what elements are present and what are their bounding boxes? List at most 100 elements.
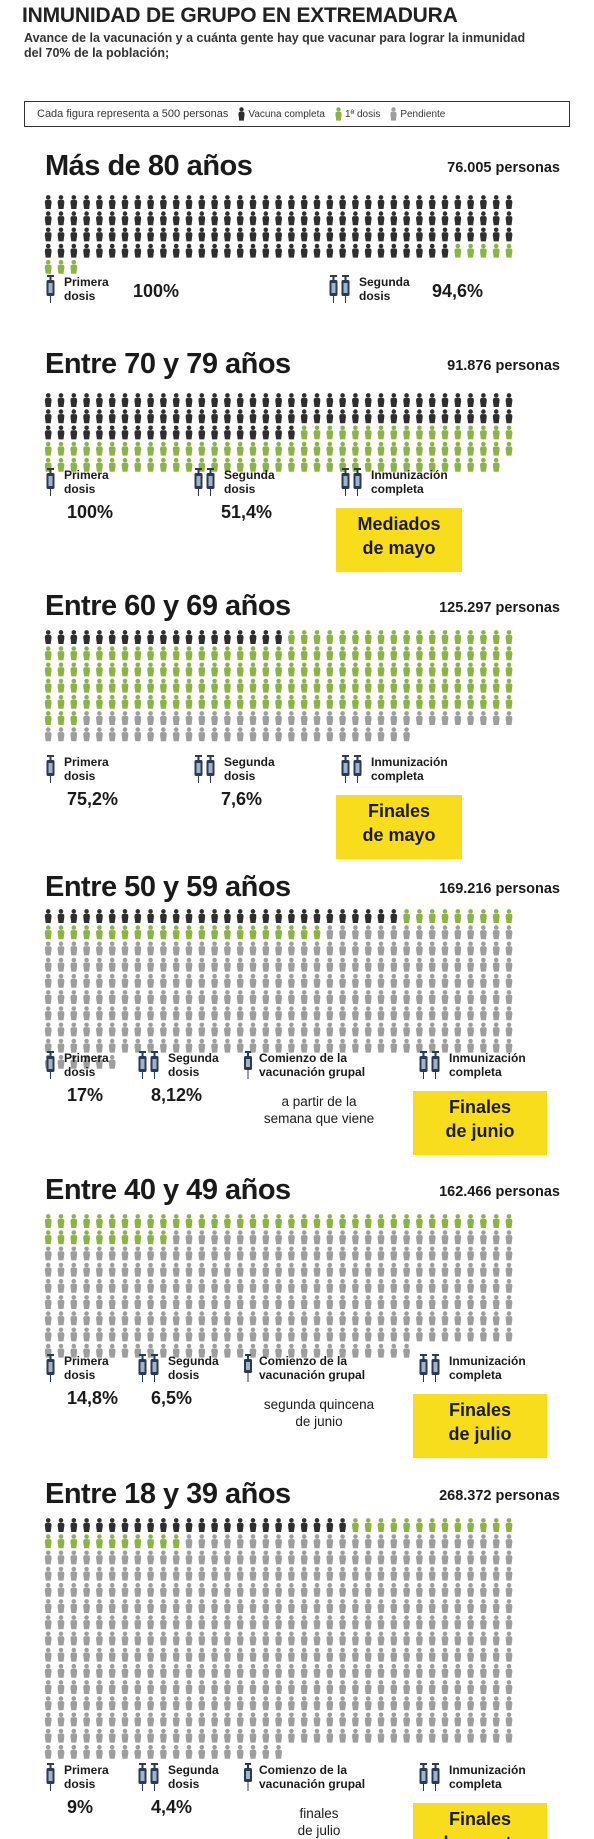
person-figure-full bbox=[160, 630, 167, 644]
person-figure-full bbox=[160, 425, 167, 440]
person-figure-first-dose bbox=[288, 441, 295, 456]
immunization-stat: Inmunización completa bbox=[418, 1763, 526, 1796]
person-figure-pending bbox=[249, 1230, 257, 1245]
person-figure-pending bbox=[352, 1327, 359, 1342]
person-figure-full bbox=[134, 425, 142, 440]
person-figure-first-dose bbox=[108, 457, 116, 472]
person-figure-pending bbox=[326, 1728, 334, 1743]
person-figure-pending bbox=[172, 727, 180, 742]
person-figure-pending bbox=[262, 1327, 270, 1342]
person-figure-pending bbox=[480, 1327, 487, 1342]
person-figure-first-dose bbox=[108, 1534, 116, 1549]
person-figure-pending bbox=[300, 941, 308, 956]
person-figure-full bbox=[275, 409, 282, 424]
person-figure-full bbox=[467, 227, 474, 242]
person-figure-pending bbox=[185, 1327, 193, 1342]
person-figure-first-dose bbox=[198, 662, 206, 677]
person-figure-pending bbox=[390, 1262, 398, 1277]
person-figure-first-dose bbox=[160, 441, 167, 456]
person-figure-pending bbox=[44, 1246, 52, 1261]
person-figure-pending bbox=[505, 1599, 513, 1613]
person-figure-first-dose bbox=[467, 1214, 474, 1228]
person-figure-pending bbox=[300, 1246, 308, 1261]
person-figure-first-dose bbox=[57, 457, 65, 472]
person-figure-first-dose bbox=[377, 1214, 385, 1228]
person-figure-full bbox=[339, 909, 346, 923]
person-figure-full bbox=[172, 243, 180, 258]
person-figure-full bbox=[300, 195, 308, 209]
person-figure-first-dose bbox=[403, 1214, 410, 1228]
syringe-icon bbox=[46, 275, 55, 303]
person-figure-full bbox=[83, 393, 90, 407]
person-figure-pending bbox=[313, 990, 321, 1004]
person-figure-pending bbox=[352, 1680, 359, 1694]
person-figure-pending bbox=[313, 1728, 321, 1743]
syringe-icon bbox=[46, 1763, 55, 1791]
person-figure-first-dose bbox=[211, 694, 218, 709]
person-figure-first-dose bbox=[147, 457, 154, 472]
person-figure-first-dose bbox=[121, 694, 129, 709]
person-figure-pending bbox=[57, 1647, 65, 1662]
person-figure-pending bbox=[300, 1006, 308, 1021]
person-figure-pending bbox=[160, 1311, 167, 1326]
person-figure-pending bbox=[83, 1582, 90, 1597]
person-figure-first-dose bbox=[326, 662, 334, 677]
person-figure-pending bbox=[134, 1295, 142, 1309]
person-figure-pending bbox=[172, 1712, 180, 1727]
person-figure-full bbox=[44, 227, 52, 242]
person-figure-pending bbox=[454, 1278, 462, 1293]
person-figure-first-dose bbox=[352, 1214, 359, 1228]
person-figure-pending bbox=[300, 1647, 308, 1662]
person-figure-pending bbox=[172, 1582, 180, 1597]
person-figure-pending bbox=[275, 1599, 282, 1613]
person-figure-pending bbox=[236, 1550, 244, 1565]
person-figure-pending bbox=[121, 1615, 129, 1630]
person-figure-pending bbox=[326, 1262, 334, 1277]
person-figure-full bbox=[236, 630, 244, 644]
person-figure-pending bbox=[198, 1311, 206, 1326]
person-figure-first-dose bbox=[211, 678, 218, 693]
person-figure-pending bbox=[505, 1663, 513, 1678]
person-figure-first-dose bbox=[160, 678, 167, 693]
person-figure-full bbox=[185, 195, 193, 209]
syringe-pair-icon bbox=[329, 275, 350, 303]
person-figure-first-dose bbox=[326, 630, 334, 644]
person-figure-first-dose bbox=[262, 646, 270, 661]
person-figure-full bbox=[339, 409, 346, 424]
person-figure-pending bbox=[160, 1728, 167, 1743]
person-figure-full bbox=[454, 227, 462, 242]
person-figure-pending bbox=[467, 1022, 474, 1037]
figure-grid bbox=[44, 195, 513, 274]
person-figure-pending bbox=[224, 1295, 231, 1309]
person-figure-pending bbox=[160, 957, 167, 972]
person-figure-pending bbox=[454, 1582, 462, 1597]
person-figure-pending bbox=[262, 1696, 270, 1711]
person-figure-full bbox=[121, 195, 129, 209]
person-figure-pending bbox=[121, 1246, 129, 1261]
person-figure-full bbox=[44, 211, 52, 226]
person-figure-pending bbox=[352, 1566, 359, 1581]
person-figure-pending bbox=[224, 1262, 231, 1277]
person-figure-pending bbox=[224, 1582, 231, 1597]
person-figure-full bbox=[108, 227, 116, 242]
person-figure-pending bbox=[467, 1631, 474, 1646]
person-figure-full bbox=[147, 409, 154, 424]
person-figure-pending bbox=[441, 1599, 449, 1613]
person-figure-full bbox=[390, 211, 398, 226]
person-figure-pending bbox=[505, 1631, 513, 1646]
person-figure-pending bbox=[288, 1728, 295, 1743]
person-figure-pending bbox=[326, 1663, 334, 1678]
person-figure-pending bbox=[313, 1038, 321, 1053]
person-figure-pending bbox=[70, 1311, 78, 1326]
person-figure-pending bbox=[492, 1728, 500, 1743]
person-figure-first-dose bbox=[416, 630, 423, 644]
person-figure-pending bbox=[300, 1550, 308, 1565]
person-figure-pending bbox=[198, 1599, 206, 1613]
person-figure-pending bbox=[492, 1599, 500, 1613]
person-figure-first-dose bbox=[403, 1518, 410, 1532]
person-figure-pending bbox=[403, 1311, 410, 1326]
person-figure-pending bbox=[352, 1246, 359, 1261]
person-figure-pending bbox=[480, 1038, 487, 1053]
person-figure-pending bbox=[236, 1230, 244, 1245]
person-figure-pending bbox=[236, 1038, 244, 1053]
